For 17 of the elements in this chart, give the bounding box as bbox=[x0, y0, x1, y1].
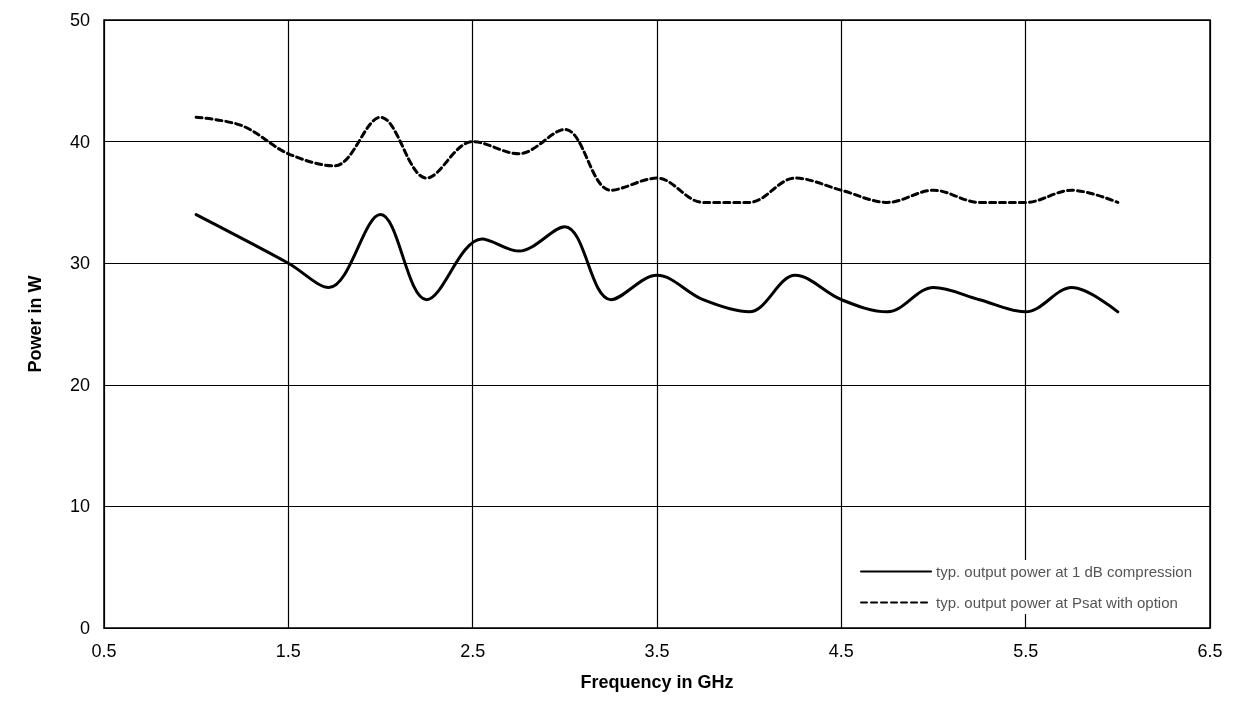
x-tick-label: 1.5 bbox=[275, 641, 301, 661]
x-tick-label: 0.5 bbox=[91, 641, 117, 661]
y-tick-label: 20 bbox=[69, 374, 90, 395]
legend-label: typ. output power at Psat with option bbox=[936, 594, 1178, 611]
y-tick-label: 50 bbox=[69, 10, 90, 30]
x-tick-label: 3.5 bbox=[644, 641, 670, 661]
y-tick-label: 30 bbox=[69, 253, 90, 274]
x-tick-label: 5.5 bbox=[1013, 641, 1039, 661]
x-tick-label: 4.5 bbox=[828, 641, 854, 661]
y-tick-label: 40 bbox=[69, 131, 90, 152]
y-axis-title: Power in W bbox=[25, 275, 45, 373]
y-tick-label: 0 bbox=[79, 618, 90, 638]
y-tick-label: 10 bbox=[69, 496, 90, 517]
x-axis-title: Frequency in GHz bbox=[580, 672, 734, 692]
legend-label: typ. output power at 1 dB compression bbox=[936, 563, 1193, 580]
x-tick-label: 2.5 bbox=[460, 641, 486, 661]
x-tick-label: 6.5 bbox=[1197, 641, 1223, 661]
